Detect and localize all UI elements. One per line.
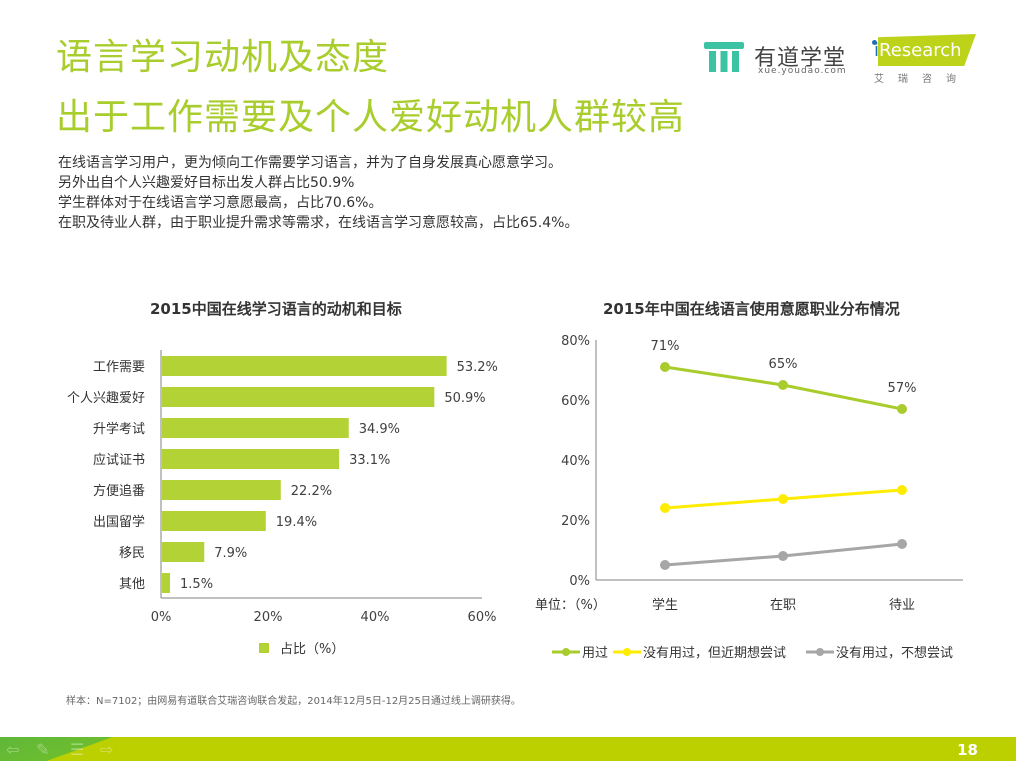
bar-x-tick-label: 60%	[468, 610, 497, 625]
summary-line: 在职及待业人群，由于职业提升需求等需求，在线语言学习意愿较高，占比65.4%。	[58, 215, 579, 231]
prev-arrow-icon[interactable]: ⇦	[6, 740, 20, 759]
bar-value-label: 19.4%	[276, 515, 317, 530]
series-point	[778, 551, 788, 561]
bar-category-label: 升学考试	[93, 421, 145, 437]
bar	[162, 418, 349, 438]
iresearch-dot-icon	[872, 40, 877, 45]
series-point	[778, 494, 788, 504]
footnote: 样本：N=7102；由网易有道联合艾瑞咨询联合发起，2014年12月5日-12月…	[66, 696, 521, 707]
line-chart: 0% 20% 40% 60% 80% 学生 在职 待业 单位：（%） 71% 65% 57% 用过 没有用…	[535, 334, 963, 661]
bar-category-label: 移民	[119, 546, 145, 561]
bar-value-label: 1.5%	[180, 577, 213, 592]
legend-marker-icon	[816, 648, 824, 656]
legend-label: 没有用过，但近期想尝试	[643, 645, 786, 661]
legend-label: 没有用过，不想尝试	[836, 645, 953, 661]
bar-category-label: 出国留学	[93, 514, 145, 530]
series-point	[778, 380, 788, 390]
bar-x-tick-label: 20%	[254, 610, 283, 625]
bar-value-label: 22.2%	[291, 484, 332, 499]
bar-category-label: 个人兴趣爱好	[67, 391, 145, 406]
bar-value-label: 34.9%	[359, 422, 400, 437]
youdao-url: xue.youdao.com	[758, 66, 847, 76]
line-y-tick-label: 80%	[561, 334, 590, 349]
line-x-tick-label: 学生	[652, 597, 678, 613]
line-chart-title: 2015年中国在线语言使用意愿职业分布情况	[603, 300, 900, 318]
line-y-tick-label: 40%	[561, 454, 590, 469]
bar-x-tick-label: 0%	[151, 610, 172, 625]
bar	[162, 387, 435, 407]
bar	[162, 356, 447, 376]
bar-chart: 工作需要 53.2% 个人兴趣爱好 50.9% 升学考试 34.9% 应试证书 33.1% 方便…	[67, 350, 498, 657]
bar-x-tick-label: 40%	[361, 610, 390, 625]
bar-value-label: 53.2%	[457, 360, 498, 375]
bar-category-label: 工作需要	[93, 360, 145, 375]
legend-marker-icon	[623, 648, 631, 656]
bar-legend-label: 占比（%）	[280, 642, 344, 657]
series-point	[897, 404, 907, 414]
bar	[162, 542, 205, 562]
series-data-label: 71%	[651, 339, 680, 354]
line-unit-label: 单位：（%）	[535, 598, 606, 613]
summary-line: 学生群体对于在线语言学习意愿最高，占比70.6%。	[58, 195, 383, 211]
bar-category-label: 其他	[119, 577, 145, 592]
summary-line: 在线语言学习用户，更为倾向工作需要学习语言，并为了自身发展真心愿意学习。	[58, 155, 562, 171]
bar	[162, 480, 281, 500]
iresearch-wordmark: iResearch	[874, 40, 962, 61]
bar-category-label: 应试证书	[93, 452, 145, 468]
menu-icon[interactable]: ☰	[70, 740, 85, 759]
iresearch-logo: iResearch 艾瑞咨询	[866, 32, 986, 88]
series-point	[660, 503, 670, 513]
line-y-tick-label: 0%	[569, 574, 590, 589]
bar-chart-title: 2015中国在线学习语言的动机和目标	[150, 300, 402, 318]
series-point	[660, 362, 670, 372]
legend-label: 用过	[582, 646, 608, 661]
line-y-tick-label: 60%	[561, 394, 590, 409]
iresearch-cn: 艾瑞咨询	[874, 74, 970, 85]
youdao-pillar-icon	[704, 42, 744, 72]
youdao-name: 有道学堂	[754, 46, 847, 71]
summary-text: 在线语言学习用户，更为倾向工作需要学习语言，并为了自身发展真心愿意学习。 另外出…	[58, 153, 578, 233]
youdao-logo: 有道学堂 xue.youdao.com	[704, 38, 854, 78]
next-arrow-icon[interactable]: ⇨	[100, 740, 114, 759]
page-subtitle: 出于工作需要及个人爱好动机人群较高	[56, 97, 686, 138]
summary-line: 另外出自个人兴趣爱好目标出发人群占比50.9%	[58, 175, 355, 191]
line-x-tick-label: 在职	[770, 598, 796, 613]
page-title: 语言学习动机及态度	[56, 37, 390, 78]
iresearch-word: Research	[879, 40, 962, 61]
line-x-tick-label: 待业	[889, 598, 915, 613]
series-data-label: 65%	[769, 357, 798, 372]
iresearch-badge	[878, 34, 976, 66]
line-y-tick-label: 20%	[561, 514, 590, 529]
bar-value-label: 33.1%	[349, 453, 390, 468]
bar-value-label: 7.9%	[214, 546, 247, 561]
series-data-label: 57%	[888, 381, 917, 396]
bar-value-label: 50.9%	[444, 391, 485, 406]
footer-bar: ⇦ ✎ ☰ ⇨ 18	[0, 737, 1016, 761]
page-number: 18	[957, 741, 978, 759]
legend-marker-icon	[562, 648, 570, 656]
bar-category-label: 方便追番	[93, 483, 145, 499]
footer-accent	[0, 737, 120, 761]
bar	[162, 511, 266, 531]
bar-legend-swatch	[259, 643, 269, 653]
bar	[162, 449, 340, 469]
series-point	[897, 485, 907, 495]
iresearch-i: i	[874, 40, 880, 61]
pen-icon[interactable]: ✎	[36, 740, 50, 759]
series-point	[660, 560, 670, 570]
bar	[162, 573, 171, 593]
series-point	[897, 539, 907, 549]
